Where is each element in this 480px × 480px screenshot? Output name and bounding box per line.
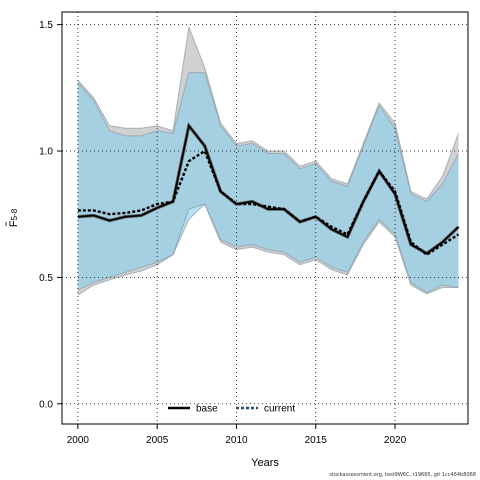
current-band-lower-edge bbox=[77, 203, 459, 294]
legend: base current bbox=[168, 404, 295, 415]
y-tick-label: 1.5 bbox=[39, 20, 53, 31]
series-lines bbox=[77, 122, 460, 257]
x-axis-title: Years bbox=[251, 457, 279, 469]
y-axis-title-symbol: F bbox=[8, 220, 20, 227]
current-line bbox=[77, 149, 460, 257]
y-axis-title-subscript: 5-8 bbox=[10, 208, 19, 220]
x-tick-label: 2010 bbox=[225, 435, 248, 446]
grid-lines bbox=[62, 12, 468, 424]
legend-current-label: current bbox=[264, 404, 295, 415]
y-tick-label: 1.0 bbox=[39, 147, 53, 158]
plot-frame bbox=[61, 11, 469, 425]
y-tick-label: 0.5 bbox=[39, 273, 53, 284]
confidence-bands bbox=[77, 25, 459, 296]
x-tick-label: 2005 bbox=[146, 435, 169, 446]
legend-base-label: base bbox=[196, 404, 218, 415]
footer-text: stockassessment.org, test9W6C, r19665, g… bbox=[329, 472, 476, 478]
base-line bbox=[77, 123, 460, 255]
x-tick-label: 2020 bbox=[384, 435, 407, 446]
x-tick-label: 2000 bbox=[67, 435, 90, 446]
y-axis-title: F5-8 bbox=[8, 208, 20, 227]
x-tick-label: 2015 bbox=[305, 435, 328, 446]
y-tick-label: 0.0 bbox=[39, 399, 53, 410]
base-band-upper-edge bbox=[77, 25, 459, 200]
current-band bbox=[77, 72, 459, 293]
x-axis: 2000 2005 2010 2015 2020 bbox=[67, 424, 407, 446]
y-axis: 0.0 0.5 1.0 1.5 bbox=[39, 20, 62, 410]
